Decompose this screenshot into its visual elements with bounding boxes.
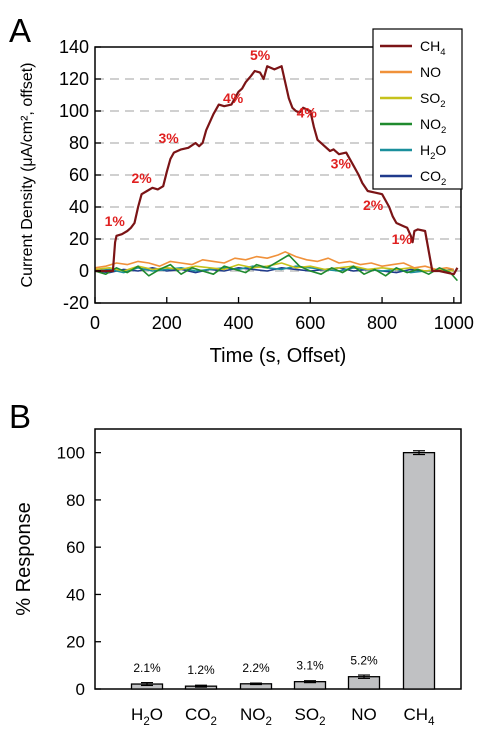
step-label: 3% <box>331 156 352 172</box>
legend-label-no2: NO2 <box>420 116 446 136</box>
y-tick-label: 40 <box>66 585 85 604</box>
legend-label-h2o: H2O <box>420 142 446 162</box>
step-label: 4% <box>297 104 318 120</box>
x-tick-label: 1000 <box>434 313 474 333</box>
panel-b: B 0 20 40 60 80 100 % Response 2.1% H2O 1.2% CO2 2.2… <box>9 398 462 728</box>
step-label: 1% <box>105 213 126 229</box>
y-axis-label: Current Density (μA/cm², offset) <box>19 63 36 288</box>
legend-box <box>372 28 463 190</box>
bar-value-label: 3.1% <box>296 659 324 673</box>
step-label: 1% <box>392 231 413 247</box>
y-axis-label: % Response <box>13 502 35 615</box>
series-line-no <box>94 251 454 271</box>
x-category-label: SO2 <box>295 705 326 728</box>
y-tick-label: 80 <box>69 133 89 153</box>
x-category-label: NO2 <box>240 705 272 728</box>
step-label: 5% <box>250 47 271 63</box>
series-line-ch4 <box>95 65 459 276</box>
legend-label-so2: SO2 <box>420 90 446 110</box>
y-tick-label: 120 <box>59 69 89 89</box>
step-label: 2% <box>132 170 153 186</box>
bar-value-label: 2.2% <box>242 661 270 675</box>
x-category-label: CO2 <box>185 705 217 728</box>
x-tick-label: 600 <box>295 313 325 333</box>
y-tick-label: 0 <box>76 680 85 699</box>
x-category-label: NO <box>351 705 377 724</box>
panel-label-a: A <box>9 12 31 49</box>
panel-a: A1%2%3%4%5%4%3%2%1%-20020406080100120140… <box>9 12 474 367</box>
plot-frame <box>94 428 462 690</box>
x-tick-label: 800 <box>367 313 397 333</box>
y-tick-label: 20 <box>69 229 89 249</box>
y-tick-label: 140 <box>59 37 89 57</box>
y-tick-label: 100 <box>57 444 85 463</box>
bar-value-label: 1.2% <box>187 663 215 677</box>
y-tick-label: 60 <box>69 165 89 185</box>
x-tick-label: 400 <box>224 313 254 333</box>
x-axis-label: Time (s, Offset) <box>210 345 347 367</box>
step-label: 3% <box>158 130 179 146</box>
legend-label-ch4: CH4 <box>420 38 446 58</box>
y-tick-label: 80 <box>66 491 85 510</box>
step-label: 2% <box>363 197 384 213</box>
panel-label-b: B <box>9 398 31 435</box>
series-line-no2 <box>94 254 458 282</box>
x-category-label: CH4 <box>404 705 436 728</box>
y-tick-label: 40 <box>69 197 89 217</box>
legend-label-no: NO <box>420 64 441 80</box>
legend-label-co2: CO2 <box>420 168 446 188</box>
y-tick-label: 100 <box>59 101 89 121</box>
step-label: 4% <box>223 90 244 106</box>
y-tick-label: -20 <box>63 293 89 313</box>
bar-value-label: 5.2% <box>350 654 378 668</box>
y-tick-label: 60 <box>66 538 85 557</box>
bar <box>402 451 436 690</box>
x-category-label: H2O <box>131 705 163 728</box>
bar-value-label: 2.1% <box>133 661 161 675</box>
y-tick-label: 0 <box>79 261 89 281</box>
x-tick-label: 200 <box>152 313 182 333</box>
y-tick-label: 20 <box>66 633 85 652</box>
x-tick-label: 0 <box>90 313 100 333</box>
